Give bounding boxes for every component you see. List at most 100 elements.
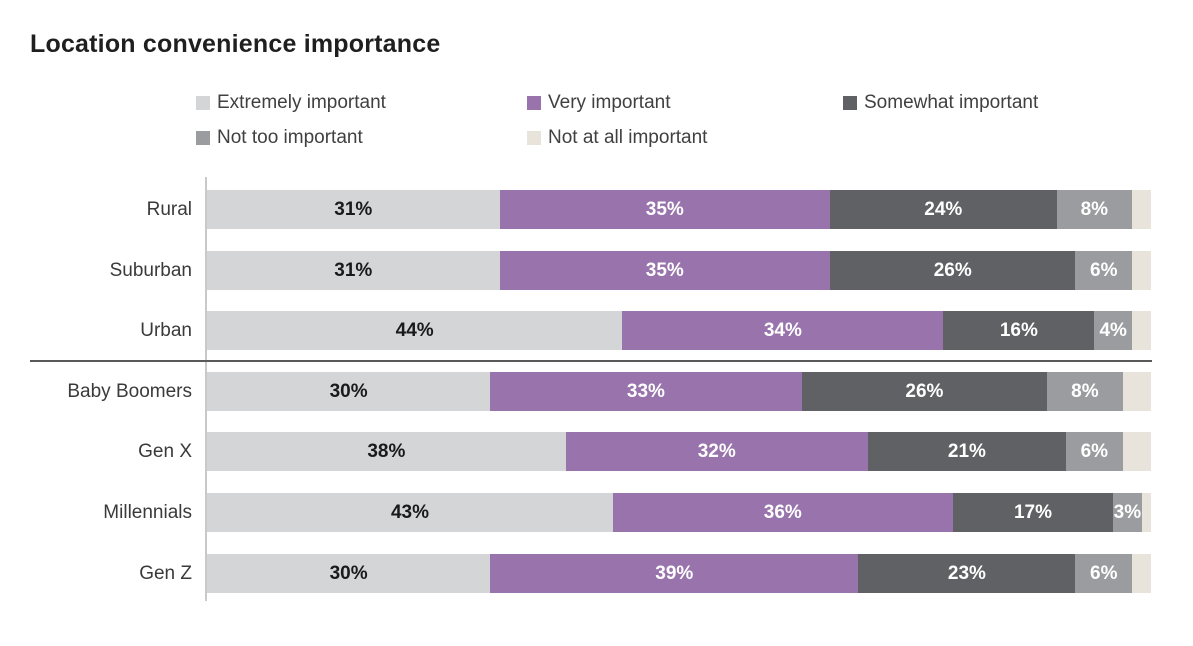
bar-segment-label: 32% (697, 441, 736, 462)
bar-segment: 43% (207, 493, 613, 532)
legend-item-somewhat-important: Somewhat important (843, 92, 1038, 114)
bar-segment-label: 36% (763, 502, 802, 523)
chart-row: Gen Z 30% 39% 23% 6% (0, 554, 1151, 593)
bar-segment-label: 21% (947, 441, 986, 462)
bar-segment-label: 8% (1080, 199, 1109, 220)
bar-segment: 26% (830, 251, 1076, 290)
bar-segment: 32% (565, 432, 868, 471)
bar-segment: 39% (490, 554, 859, 593)
row-label: Rural (146, 199, 192, 220)
bar-segment-label: 24% (924, 199, 963, 220)
chart-row: Rural 31% 35% 24% 8% (0, 190, 1151, 229)
bar-segment-label: 31% (334, 199, 373, 220)
bar-segment-label: 26% (933, 260, 972, 281)
bar-track: 30% 33% 26% 8% (207, 372, 1151, 411)
bar-segment (1122, 432, 1151, 471)
legend-swatch-very-important (527, 96, 541, 110)
bar-segment-label: 6% (1090, 563, 1118, 584)
bar-segment-label: 23% (947, 563, 986, 584)
bar-segment: 8% (1047, 372, 1123, 411)
bar-segment-label: 6% (1080, 441, 1109, 462)
bar-segment: 26% (801, 372, 1048, 411)
group-divider-line (30, 360, 1152, 362)
bar-segment-label: 33% (626, 381, 665, 402)
bar-segment (1141, 493, 1151, 532)
bar-segment-label: 17% (1013, 502, 1052, 523)
row-label: Urban (140, 320, 192, 341)
bar-track: 31% 35% 24% 8% (207, 190, 1151, 229)
bar-segment: 35% (499, 190, 831, 229)
bar-segment (1132, 190, 1151, 229)
legend-item-extremely-important: Extremely important (196, 92, 386, 114)
bar-segment: 36% (612, 493, 953, 532)
row-label: Gen Z (139, 563, 192, 584)
bar-segment: 6% (1075, 554, 1133, 593)
bar-track: 44% 34% 16% 4% (207, 311, 1151, 350)
chart-row: Millennials 43% 36% 17% 3% (0, 493, 1151, 532)
legend-swatch-not-at-all-important (527, 131, 541, 145)
bar-segment-label: 8% (1071, 381, 1099, 402)
bar-segment-label: 35% (645, 199, 684, 220)
bar-segment-label: 44% (395, 320, 434, 341)
bar-segment (1132, 311, 1151, 350)
chart-row: Baby Boomers 30% 33% 26% 8% (0, 372, 1151, 411)
bar-segment: 3% (1113, 493, 1142, 532)
bar-segment: 8% (1056, 190, 1133, 229)
bar-segment-label: 6% (1090, 260, 1118, 281)
bar-segment-label: 34% (763, 320, 802, 341)
bar-segment-label: 4% (1099, 320, 1127, 341)
bar-segment (1132, 251, 1151, 290)
bar-segment: 44% (207, 311, 623, 350)
legend-swatch-somewhat-important (843, 96, 857, 110)
row-label: Suburban (109, 260, 192, 281)
legend-label: Not at all important (548, 127, 708, 148)
row-label: Gen X (138, 441, 192, 462)
bar-segment: 30% (207, 554, 491, 593)
bar-segment-label: 35% (645, 260, 684, 281)
bar-segment (1122, 372, 1151, 411)
row-label: Baby Boomers (67, 381, 192, 402)
legend-swatch-not-too-important (196, 131, 210, 145)
bar-segment-label: 39% (655, 563, 694, 584)
bar-segment: 34% (622, 311, 944, 350)
legend-item-not-too-important: Not too important (196, 127, 363, 149)
legend-label: Very important (548, 92, 671, 113)
bar-segment: 16% (943, 311, 1095, 350)
bar-track: 31% 35% 26% 6% (207, 251, 1151, 290)
bar-segment: 24% (830, 190, 1057, 229)
bar-segment-label: 30% (329, 563, 368, 584)
legend-item-not-at-all-important: Not at all important (527, 127, 707, 149)
bar-segment: 33% (490, 372, 802, 411)
bar-segment: 17% (952, 493, 1114, 532)
chart-row: Urban 44% 34% 16% 4% (0, 311, 1151, 350)
bar-segment-label: 30% (329, 381, 368, 402)
bar-segment: 6% (1066, 432, 1123, 471)
chart-title: Location convenience importance (30, 30, 441, 58)
bar-segment-label: 31% (334, 260, 373, 281)
bar-segment: 23% (858, 554, 1076, 593)
chart-row: Gen X 38% 32% 21% 6% (0, 432, 1151, 471)
chart-row: Suburban 31% 35% 26% 6% (0, 251, 1151, 290)
bar-segment: 31% (207, 190, 500, 229)
legend-label: Extremely important (217, 92, 386, 113)
legend-item-very-important: Very important (527, 92, 671, 114)
bar-track: 38% 32% 21% 6% (207, 432, 1151, 471)
bar-segment: 35% (499, 251, 831, 290)
bar-segment-label: 3% (1113, 502, 1142, 523)
legend-label: Somewhat important (864, 92, 1039, 113)
row-label: Millennials (103, 502, 192, 523)
bar-segment-label: 16% (999, 320, 1038, 341)
bar-track: 30% 39% 23% 6% (207, 554, 1151, 593)
bar-segment-label: 26% (905, 381, 944, 402)
legend-swatch-extremely-important (196, 96, 210, 110)
bar-segment: 31% (207, 251, 500, 290)
bar-segment-label: 38% (367, 441, 406, 462)
bar-segment: 4% (1094, 311, 1133, 350)
bar-track: 43% 36% 17% 3% (207, 493, 1151, 532)
bar-segment: 30% (207, 372, 491, 411)
bar-segment: 38% (207, 432, 566, 471)
bar-segment: 6% (1075, 251, 1133, 290)
y-axis-line (205, 177, 207, 601)
bar-segment: 21% (867, 432, 1067, 471)
